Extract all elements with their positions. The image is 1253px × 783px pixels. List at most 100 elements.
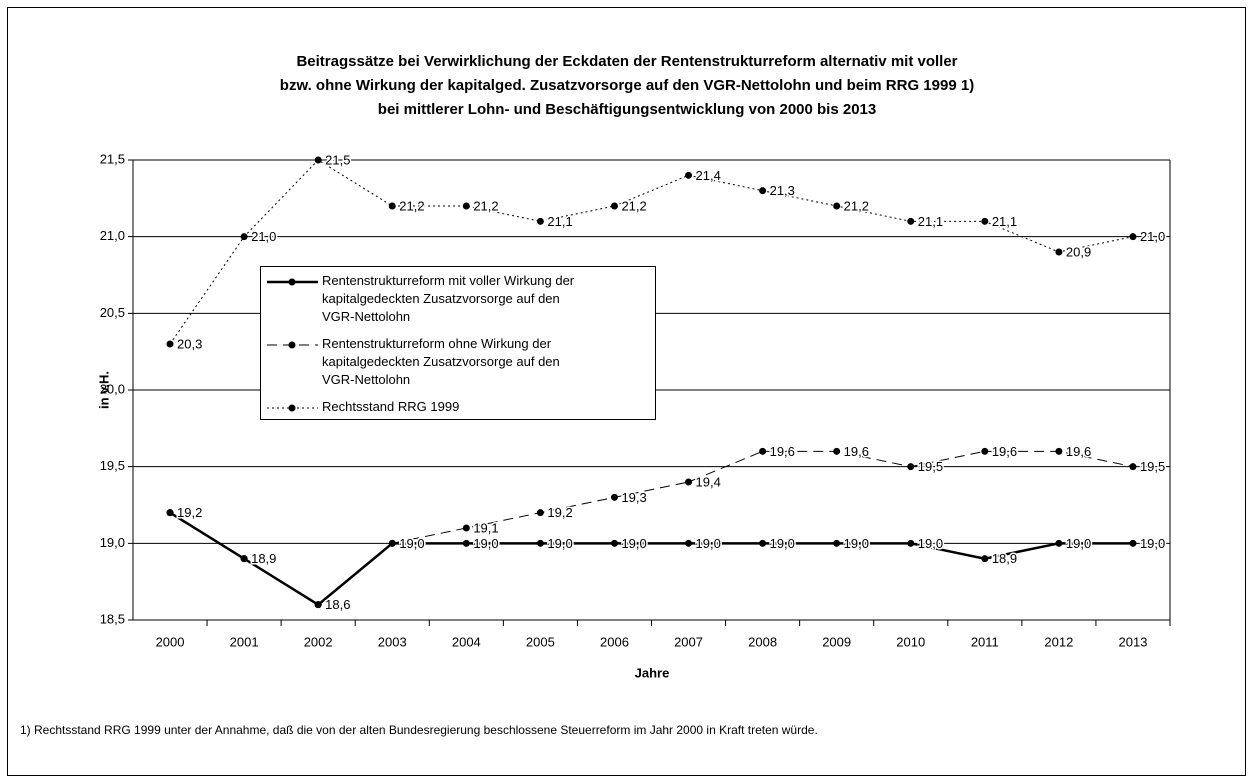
marker <box>166 509 174 517</box>
series-line <box>169 159 1134 345</box>
marker <box>1055 447 1063 455</box>
value-label: 19,0 <box>1066 536 1091 551</box>
value-label: 19,4 <box>696 474 721 489</box>
chart-title: Beitragssätze bei Verwirklichung der Eck… <box>296 53 957 70</box>
value-label: 19,2 <box>177 505 202 520</box>
marker <box>759 539 767 547</box>
marker <box>833 202 841 210</box>
x-tick-label: 2013 <box>1119 634 1148 649</box>
value-label: 19,3 <box>621 490 646 505</box>
y-tick-label: 21,5 <box>100 151 125 166</box>
value-label: 19,0 <box>696 536 721 551</box>
value-label: 19,2 <box>547 505 572 520</box>
x-tick-label: 2006 <box>600 634 629 649</box>
x-axis-label: Jahre <box>635 665 670 680</box>
marker <box>314 601 322 609</box>
value-label: 19,2 <box>177 505 202 520</box>
marker <box>610 539 618 547</box>
value-label: 21,5 <box>325 152 350 167</box>
marker <box>759 447 767 455</box>
value-label: 19,0 <box>473 536 498 551</box>
value-label: 19,0 <box>547 536 572 551</box>
value-label: 21,2 <box>621 198 646 213</box>
footnote: 1) Rechtsstand RRG 1999 unter der Annahm… <box>20 723 818 737</box>
x-tick-label: 2012 <box>1044 634 1073 649</box>
value-label: 21,0 <box>251 229 276 244</box>
x-tick-label: 2003 <box>378 634 407 649</box>
marker <box>536 539 544 547</box>
value-label: 19,5 <box>918 459 943 474</box>
value-label: 21,2 <box>473 198 498 213</box>
value-label: 21,2 <box>844 198 869 213</box>
value-label: 19,6 <box>1066 444 1091 459</box>
x-tick-label: 2000 <box>156 634 185 649</box>
value-label: 19,0 <box>844 536 869 551</box>
value-label: 18,9 <box>251 551 276 566</box>
x-tick-label: 2008 <box>748 634 777 649</box>
marker <box>981 555 989 563</box>
marker <box>610 202 618 210</box>
value-label: 21,3 <box>770 183 795 198</box>
marker <box>907 539 915 547</box>
x-tick-label: 2005 <box>526 634 555 649</box>
marker <box>462 202 470 210</box>
marker <box>981 447 989 455</box>
marker <box>240 555 248 563</box>
marker <box>685 478 693 486</box>
marker <box>462 539 470 547</box>
y-tick-label: 19,5 <box>100 458 125 473</box>
marker <box>907 217 915 225</box>
value-label: 18,6 <box>325 597 350 612</box>
marker <box>685 171 693 179</box>
marker <box>685 539 693 547</box>
marker <box>833 447 841 455</box>
marker <box>314 156 322 164</box>
value-label: 20,9 <box>1066 244 1091 259</box>
legend-label: Rentenstrukturreform mit voller Wirkung … <box>322 273 575 324</box>
marker <box>462 524 470 532</box>
legend-label: Rentenstrukturreform ohne Wirkung der kap… <box>322 336 560 387</box>
chart-title: bei mittlerer Lohn- und Beschäftigungsen… <box>378 101 876 118</box>
value-label: 19,6 <box>770 444 795 459</box>
value-label: 18,9 <box>251 551 276 566</box>
y-tick-label: 20,5 <box>100 305 125 320</box>
value-label: 21,0 <box>1140 229 1165 244</box>
value-label: 21,1 <box>547 214 572 229</box>
value-label: 19,0 <box>1140 536 1165 551</box>
y-tick-label: 21,0 <box>100 228 125 243</box>
y-tick-label: 20,0 <box>100 381 125 396</box>
y-tick-label: 19,0 <box>100 535 125 550</box>
marker <box>536 217 544 225</box>
value-label: 19,0 <box>918 536 943 551</box>
marker <box>536 509 544 517</box>
value-label: 19,6 <box>844 444 869 459</box>
value-label: 19,0 <box>399 536 424 551</box>
x-tick-label: 2002 <box>304 634 333 649</box>
marker <box>1129 233 1137 241</box>
chart-title: bzw. ohne Wirkung der kapitalged. Zusatz… <box>280 77 974 94</box>
x-tick-label: 2007 <box>674 634 703 649</box>
x-tick-label: 2004 <box>452 634 481 649</box>
value-label: 19,6 <box>992 444 1017 459</box>
marker <box>388 539 396 547</box>
x-tick-label: 2009 <box>822 634 851 649</box>
marker <box>1129 539 1137 547</box>
marker <box>1055 539 1063 547</box>
legend <box>260 266 656 420</box>
marker <box>1129 463 1137 471</box>
y-tick-label: 18,5 <box>100 611 125 626</box>
marker <box>388 202 396 210</box>
x-tick-label: 2001 <box>230 634 259 649</box>
marker <box>759 187 767 195</box>
value-label: 18,9 <box>992 551 1017 566</box>
value-label: 19,0 <box>399 536 424 551</box>
marker <box>833 539 841 547</box>
value-label: 18,6 <box>325 597 350 612</box>
marker <box>240 233 248 241</box>
value-label: 19,0 <box>621 536 646 551</box>
value-label: 21,1 <box>918 214 943 229</box>
marker <box>1055 248 1063 256</box>
marker <box>610 493 618 501</box>
series-line <box>169 450 1134 606</box>
